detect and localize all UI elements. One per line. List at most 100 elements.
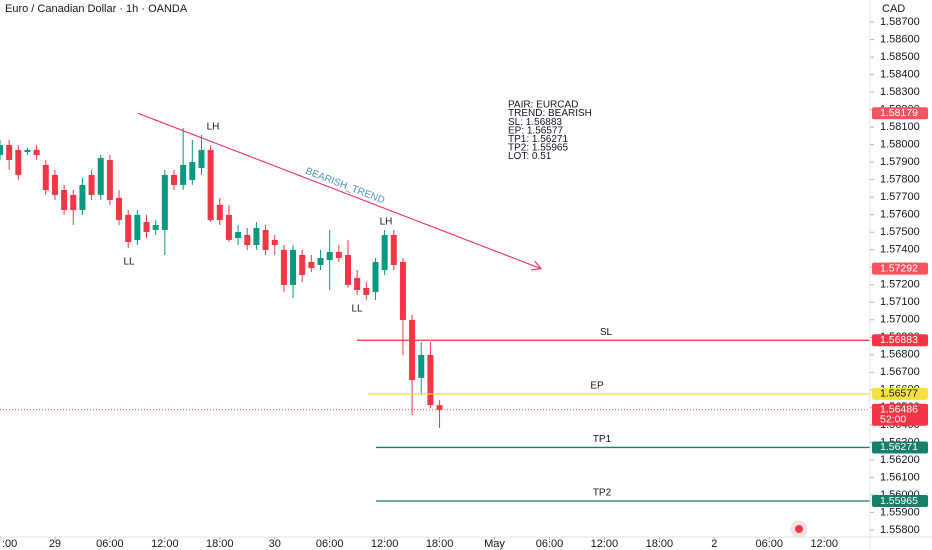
candle-body: [235, 232, 242, 238]
x-tick-label: 12:00: [371, 538, 399, 550]
y-tick-label: 1.56200: [880, 454, 920, 466]
candle-body: [171, 174, 177, 185]
price-badge-label: 1.56883: [880, 334, 918, 346]
candle-body: [354, 277, 361, 291]
candle-body: [409, 319, 416, 381]
candle-body: [143, 222, 150, 233]
x-tick-label: 18:00: [426, 538, 454, 550]
info-line: PAIR: EURCAD: [508, 100, 578, 111]
price-badge: [872, 262, 928, 275]
price-badge-label: 1.56486: [880, 404, 918, 416]
candle-body: [216, 204, 223, 220]
candle-body: [372, 261, 379, 292]
y-tick-label: 1.58400: [880, 69, 920, 81]
level-label: SL: [600, 327, 613, 338]
candle-body: [134, 214, 141, 240]
pivot-label: LH: [380, 217, 393, 228]
info-line: EP: 1.56577: [508, 125, 563, 136]
chart-title: Euro / Canadian Dollar · 1h · OANDA: [5, 3, 188, 15]
x-tick-label: 30: [269, 538, 281, 550]
info-line: TREND: BEARISH: [508, 108, 592, 119]
y-tick-label: 1.56100: [880, 471, 920, 483]
x-tick-label: 12:00: [151, 538, 179, 550]
candle-body: [161, 174, 168, 230]
replay-icon-dot: [795, 525, 803, 533]
price-badge-label: 1.58179: [880, 107, 918, 119]
y-tick-label: 1.58000: [880, 139, 920, 151]
candle-body: [299, 254, 306, 275]
info-line: LOT: 0.51: [508, 151, 552, 162]
candle-body: [308, 261, 315, 268]
candle-body: [326, 252, 333, 261]
level-label: TP1: [593, 434, 612, 445]
price-badge: [872, 107, 928, 120]
y-tick-label: 1.57900: [880, 156, 920, 168]
pivot-label: LL: [351, 304, 363, 315]
x-tick-label: 18:00: [206, 538, 234, 550]
y-tick-label: 1.56700: [880, 366, 920, 378]
candle-body: [6, 145, 13, 161]
level-label: TP2: [593, 488, 612, 499]
y-tick-label: 1.57800: [880, 174, 920, 186]
x-tick-label: 29: [49, 538, 61, 550]
candle-body: [125, 214, 132, 243]
price-badge: [872, 495, 928, 508]
candle-body: [70, 194, 77, 210]
y-tick-label: 1.57500: [880, 226, 920, 238]
info-line: TP2: 1.55965: [508, 143, 568, 154]
y-tick-label: 1.57000: [880, 314, 920, 326]
candle-body: [51, 174, 58, 195]
candle-body: [207, 149, 214, 220]
candle-body: [152, 225, 159, 230]
y-tick-label: 1.57100: [880, 296, 920, 308]
candle-body: [399, 261, 406, 320]
candle-body: [189, 161, 196, 181]
candle-body: [317, 257, 324, 265]
x-tick-label: 18:00: [646, 538, 674, 550]
y-tick-label: 1.57200: [880, 279, 920, 291]
info-line: TP1: 1.56271: [508, 134, 568, 145]
level-label: EP: [590, 380, 604, 391]
x-tick-label: May: [484, 538, 505, 550]
price-badge: [872, 441, 928, 454]
pivot-label: LH: [207, 122, 220, 133]
info-line: SL: 1.56883: [508, 117, 562, 128]
currency-label: CAD: [882, 3, 905, 15]
candle-body: [345, 254, 351, 285]
candle-body: [225, 214, 232, 240]
countdown-label: 52:00: [880, 414, 906, 426]
candle-body: [180, 164, 187, 185]
candle-body: [363, 287, 370, 295]
candle-body: [0, 145, 3, 155]
x-tick-label: 06:00: [96, 538, 124, 550]
price-badge: [872, 387, 928, 400]
pivot-label: LL: [123, 257, 135, 268]
candle-body: [24, 149, 31, 153]
y-tick-label: 1.57700: [880, 191, 920, 203]
price-badge-label: 1.56577: [880, 388, 918, 400]
y-tick-label: 1.58500: [880, 51, 920, 63]
y-tick-label: 1.57400: [880, 244, 920, 256]
x-tick-label: 12:00: [810, 538, 838, 550]
candle-body: [381, 235, 388, 271]
candle-body: [262, 229, 269, 250]
y-tick-label: 1.58100: [880, 121, 920, 133]
candle-body: [198, 149, 205, 168]
candle-body: [427, 354, 434, 406]
y-tick-label: 1.56800: [880, 349, 920, 361]
candle-body: [335, 252, 342, 258]
candle-body: [88, 174, 95, 195]
candle-body: [79, 184, 86, 210]
x-tick-label: 06:00: [755, 538, 783, 550]
candle-body: [436, 405, 443, 410]
y-tick-label: 1.57600: [880, 209, 920, 221]
trend-arrow: [531, 260, 543, 271]
candle-body: [61, 190, 68, 210]
candle-body: [271, 239, 278, 245]
candle-body: [244, 235, 251, 245]
x-tick-label: 12:00: [591, 538, 619, 550]
price-badge-label: 1.57292: [880, 262, 918, 274]
candle-body: [253, 228, 260, 245]
trend-line: [137, 112, 542, 270]
candle-body: [290, 249, 297, 285]
